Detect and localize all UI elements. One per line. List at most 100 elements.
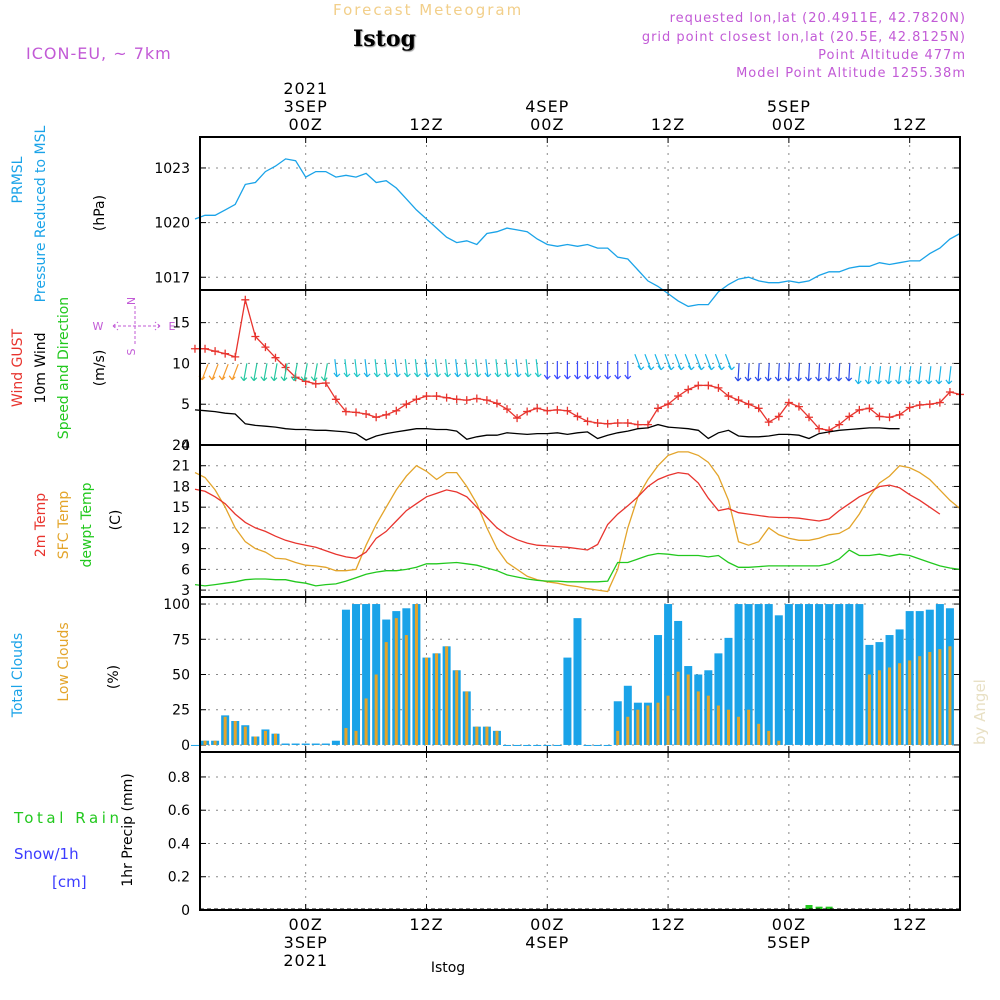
wind-unit: (m/s) <box>92 350 108 387</box>
wind-arrow <box>270 363 278 382</box>
wind-arrow <box>228 363 239 381</box>
gust-marker <box>492 399 501 408</box>
compass-lines <box>112 306 161 346</box>
total-cloud-bar <box>714 653 723 745</box>
low-cloud-bar <box>938 649 942 745</box>
total-cloud-bar <box>331 740 340 745</box>
total-cloud-bar <box>794 604 803 745</box>
clouds-unit: (%) <box>106 665 122 689</box>
wind-arrow <box>945 366 953 385</box>
rain-bar <box>815 906 823 910</box>
precip-legend-0: Total Rain <box>13 809 119 827</box>
wind-arrow <box>624 361 632 380</box>
low-cloud-bar <box>948 646 952 745</box>
wind-arrow <box>444 359 452 378</box>
wind-arrow <box>885 366 892 385</box>
total-cloud-bar <box>593 744 602 746</box>
footer-station: Istog <box>431 960 465 976</box>
low-cloud-bar <box>867 674 871 745</box>
total-cloud-bar <box>543 744 552 746</box>
y-tick-label: 0.8 <box>168 770 190 786</box>
total-cloud-bar <box>291 743 300 745</box>
low-cloud-bar <box>696 691 700 745</box>
low-cloud-bar <box>888 667 892 745</box>
dewpoint-line <box>194 549 961 587</box>
time-label-bottom: 4SEP <box>525 933 569 952</box>
time-label-bottom: 3SEP <box>284 933 328 952</box>
gust-marker <box>271 353 280 362</box>
gust-marker <box>694 381 703 390</box>
wind-arrow <box>584 361 591 380</box>
low-cloud-bar <box>414 604 418 745</box>
total-cloud-bar <box>190 744 199 746</box>
wind-arrow <box>514 359 522 378</box>
low-cloud-bar <box>394 618 398 745</box>
y-tick-label: 75 <box>172 632 190 648</box>
wind-arrow <box>393 359 401 378</box>
total-clouds-label: Total Clouds <box>10 633 26 718</box>
total-cloud-bar <box>724 637 733 745</box>
wind-arrow <box>553 361 561 380</box>
low-cloud-bar <box>777 740 781 745</box>
gust-marker <box>412 395 421 404</box>
gust-marker <box>613 418 622 427</box>
gust-marker <box>321 379 330 387</box>
gust-marker <box>523 407 532 416</box>
wind-arrow <box>925 366 933 385</box>
y-tick-label: 9 <box>181 542 190 558</box>
total-cloud-bar <box>825 604 834 745</box>
total-cloud-bar <box>553 744 562 746</box>
y-tick-label: 1017 <box>154 270 190 286</box>
precip-legend-2: [cm] <box>52 873 87 891</box>
low-cloud-bar <box>656 702 660 745</box>
low-cloud-bar <box>616 730 620 745</box>
low-cloud-bar <box>475 726 479 745</box>
gust-marker <box>372 413 381 422</box>
total-cloud-bar <box>311 743 320 745</box>
pressure-sublabel: Pressure Reduced to MSL <box>33 125 49 302</box>
compass-icon: N S W E <box>93 297 176 356</box>
gust-marker <box>835 420 844 429</box>
low-cloud-bar <box>636 709 640 745</box>
wind-arrow <box>845 362 853 382</box>
wind-arrow <box>534 359 542 378</box>
panel-0-frame <box>199 136 961 291</box>
total-cloud-bar <box>563 657 572 745</box>
total-cloud-bar <box>744 604 753 745</box>
wind-arrow <box>310 363 318 382</box>
gust-marker <box>362 410 371 418</box>
gust-marker <box>633 420 642 429</box>
wind-arrow <box>290 363 298 382</box>
pressure-unit: (hPa) <box>92 195 108 231</box>
wind-arrow <box>484 359 492 378</box>
wind-arrow <box>835 362 843 382</box>
panel-4-frame <box>199 751 961 911</box>
gust-marker <box>895 410 904 419</box>
wind-arrow <box>935 366 943 385</box>
wind-arrow <box>704 353 715 371</box>
gust-marker <box>734 396 743 405</box>
total-cloud-bar <box>503 744 512 746</box>
gust-marker <box>764 418 773 427</box>
gust-marker <box>352 408 361 417</box>
wind-arrow <box>784 362 792 382</box>
precip-ylabel: 1hr Precip (mm) <box>120 773 136 886</box>
model-altitude: Model Point Altitude 1255.38m <box>736 66 966 81</box>
low-cloud-bar <box>767 730 771 745</box>
gust-marker <box>341 407 350 416</box>
gust-marker <box>503 405 512 414</box>
time-label-top: 12Z <box>409 115 443 134</box>
wind-10m-label: 10m Wind <box>33 332 49 403</box>
gust-marker <box>442 393 451 402</box>
compass-e: E <box>169 320 176 333</box>
wind-arrow <box>854 366 862 385</box>
gust-marker <box>462 396 471 405</box>
gust-marker <box>261 343 270 352</box>
gust-marker <box>885 413 894 422</box>
wind-arrow <box>280 363 288 382</box>
gust-marker <box>432 392 441 401</box>
total-cloud-bar <box>774 615 783 745</box>
pressure-line <box>194 158 961 308</box>
time-label-bottom: 00Z <box>530 915 564 934</box>
